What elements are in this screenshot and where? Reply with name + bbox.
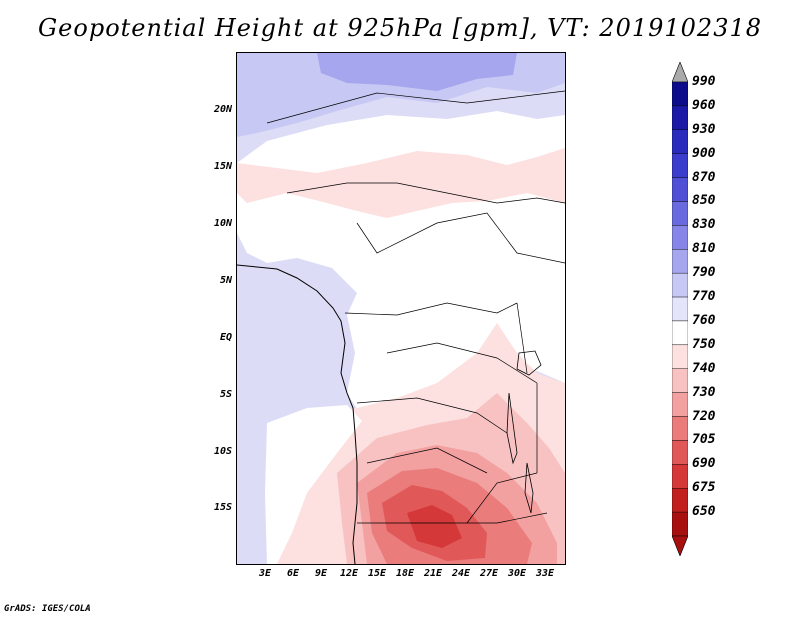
x-axis-label: 24E bbox=[451, 568, 471, 579]
country-borders bbox=[266, 90, 565, 524]
colorbar-swatch bbox=[672, 177, 688, 202]
colorbar-level-label: 900 bbox=[692, 145, 716, 161]
colorbar-level-label: 870 bbox=[692, 169, 716, 185]
y-axis-label: 20N bbox=[213, 104, 232, 115]
colorbar-level-label: 990 bbox=[692, 74, 716, 89]
grads-credit: GrADS: IGES/COLA bbox=[4, 604, 91, 614]
x-axis-label: 12E bbox=[339, 568, 359, 579]
colorbar bbox=[672, 62, 688, 556]
chart-title: Geopotential Height at 925hPa [gpm], VT:… bbox=[38, 14, 762, 42]
y-axis-label: EQ bbox=[219, 332, 232, 343]
map-panel bbox=[236, 52, 566, 565]
colorbar-swatch bbox=[672, 511, 688, 537]
colorbar-level-label: 675 bbox=[692, 480, 716, 496]
x-axis-label: 21E bbox=[423, 568, 443, 579]
colorbar-level-label: 730 bbox=[692, 384, 716, 400]
colorbar-level-label: 705 bbox=[692, 432, 716, 448]
x-axis-label: 30E bbox=[507, 568, 527, 579]
colorbar-swatch bbox=[672, 488, 688, 513]
colorbar-level-label: 740 bbox=[692, 360, 716, 376]
coastline bbox=[237, 264, 358, 564]
lake-malawi bbox=[524, 462, 534, 514]
x-axis-label: 3E bbox=[258, 568, 272, 579]
colorbar-swatch bbox=[672, 249, 688, 274]
lake-victoria bbox=[516, 350, 542, 376]
x-axis-label: 6E bbox=[286, 568, 300, 579]
colorbar-swatch bbox=[672, 392, 688, 417]
colorbar-level-label: 790 bbox=[692, 265, 716, 281]
colorbar-level-label: 960 bbox=[692, 97, 716, 113]
colorbar-swatch bbox=[672, 81, 688, 107]
coastal-white-band bbox=[265, 405, 362, 564]
y-axis-label: 5N bbox=[219, 275, 232, 286]
colorbar-swatch bbox=[672, 368, 688, 393]
colorbar-level-label: 720 bbox=[692, 408, 716, 424]
colorbar-level-label: 650 bbox=[692, 504, 716, 520]
colorbar-swatch bbox=[672, 296, 688, 322]
colorbar-swatch bbox=[672, 344, 688, 369]
colorbar-swatch bbox=[672, 201, 688, 226]
map-field bbox=[237, 53, 565, 564]
colorbar-swatch bbox=[672, 129, 688, 154]
y-axis-label: 10S bbox=[213, 446, 232, 457]
colorbar-swatch bbox=[672, 416, 688, 441]
x-axis-label: 33E bbox=[535, 568, 555, 579]
x-axis-label: 9E bbox=[314, 568, 328, 579]
y-axis-label: 5S bbox=[219, 389, 232, 400]
southern-low-690 bbox=[407, 505, 462, 548]
x-axis-label: 18E bbox=[395, 568, 415, 579]
colorbar-level-label: 770 bbox=[692, 289, 716, 305]
colorbar-level-label: 690 bbox=[692, 456, 716, 472]
y-axis-label: 15S bbox=[213, 502, 232, 513]
colorbar-swatch bbox=[672, 320, 688, 346]
lake-tanganyika bbox=[506, 392, 518, 465]
colorbar-top-arrow bbox=[672, 62, 688, 83]
x-axis-label: 27E bbox=[479, 568, 499, 579]
y-axis-label: 15N bbox=[213, 161, 232, 172]
sahara-peak-band bbox=[317, 53, 517, 91]
x-axis-label: 15E bbox=[367, 568, 387, 579]
colorbar-bottom-arrow bbox=[672, 535, 688, 556]
colorbar-level-label: 810 bbox=[692, 241, 716, 257]
colorbar-level-label: 830 bbox=[692, 217, 716, 233]
colorbar-level-label: 760 bbox=[692, 312, 716, 328]
colorbar-level-label: 750 bbox=[692, 336, 716, 352]
colorbar-swatch bbox=[672, 464, 688, 489]
colorbar-level-label: 930 bbox=[692, 121, 716, 137]
colorbar-level-label: 850 bbox=[692, 193, 716, 209]
colorbar-swatch bbox=[672, 225, 688, 250]
y-axis-label: 10N bbox=[213, 218, 232, 229]
colorbar-swatch bbox=[672, 153, 688, 178]
colorbar-swatch bbox=[672, 440, 688, 465]
colorbar-swatch bbox=[672, 272, 688, 298]
colorbar-swatch bbox=[672, 105, 688, 130]
